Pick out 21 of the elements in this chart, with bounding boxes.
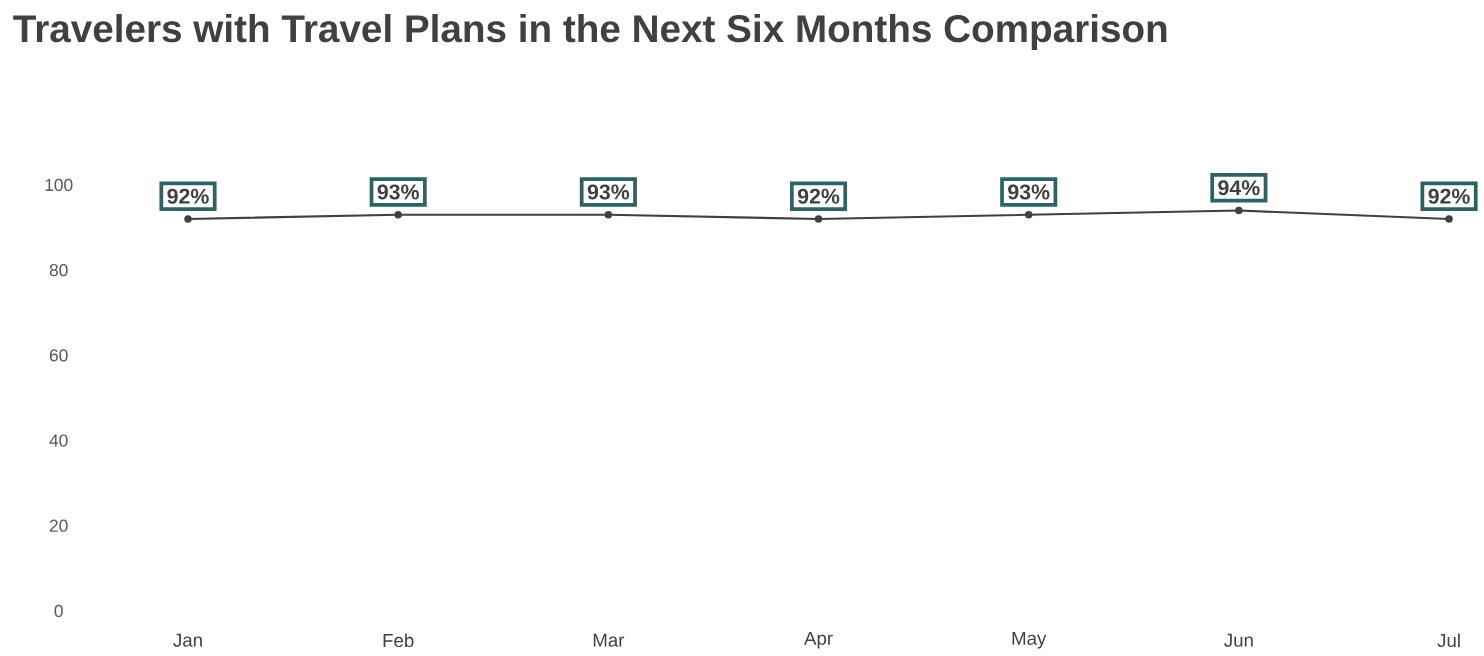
data-label: 92% <box>167 188 209 204</box>
x-tick-label: Jan <box>173 633 202 647</box>
x-tick-label: Jun <box>1224 633 1253 647</box>
y-tick-label: 40 <box>49 434 68 447</box>
y-tick-label: 80 <box>49 263 68 277</box>
data-label: 93% <box>377 184 419 200</box>
x-tick-label: Jul <box>1437 633 1460 648</box>
data-label: 93% <box>587 184 630 200</box>
data-label: 94% <box>1218 180 1260 196</box>
data-label: 92% <box>1428 188 1470 204</box>
y-tick-label: 0 <box>54 604 63 618</box>
y-tick-label: 100 <box>45 178 73 192</box>
x-tick-label: Mar <box>593 633 625 647</box>
y-tick-label: 20 <box>49 519 68 532</box>
x-tick-label: Feb <box>383 633 414 648</box>
chart-title: Travelers with Travel Plans in the Next Six Months Comparison <box>13 13 1167 51</box>
data-label: 92% <box>797 188 840 204</box>
data-label: 93% <box>1008 184 1050 200</box>
x-tick-label: May <box>1012 631 1047 649</box>
y-tick-label: 60 <box>49 349 68 362</box>
x-tick-label: Apr <box>804 631 833 649</box>
